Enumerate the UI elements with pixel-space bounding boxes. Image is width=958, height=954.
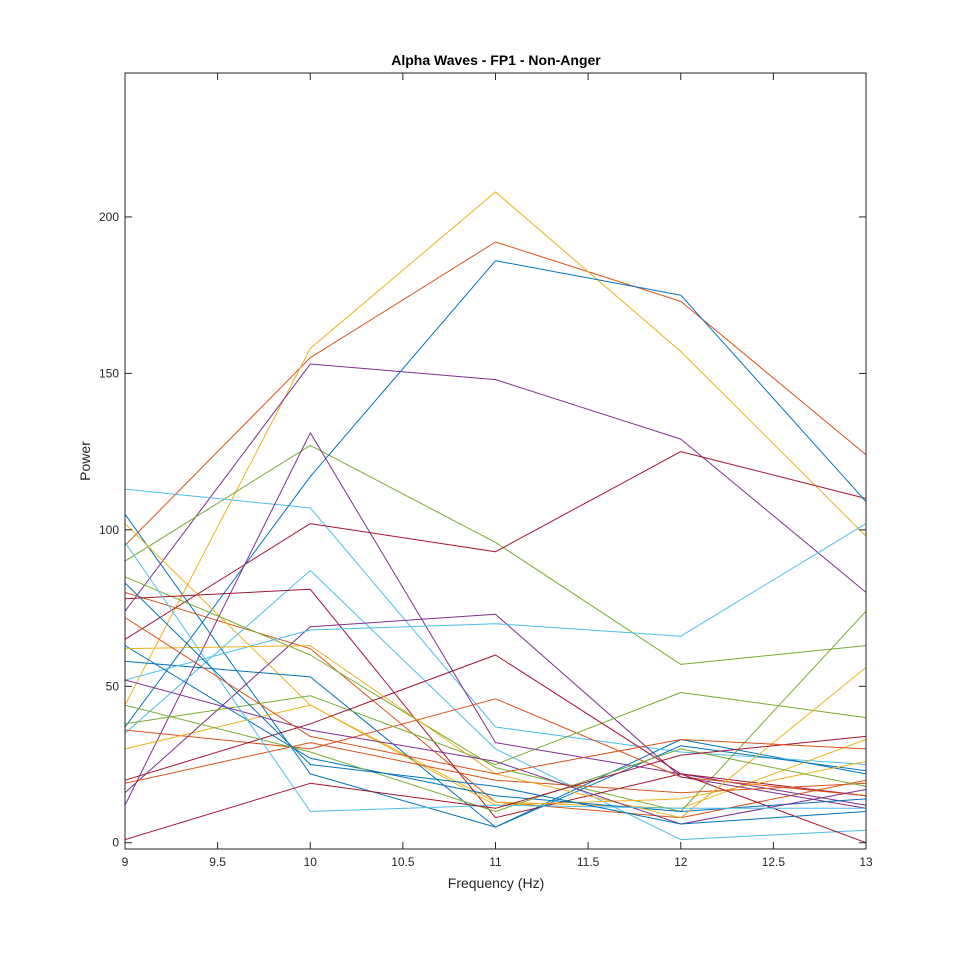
series-line-29 xyxy=(124,582,867,825)
chart-title: Alpha Waves - FP1 - Non-Anger xyxy=(391,52,601,68)
series-line-6 xyxy=(124,488,867,765)
series-line-27 xyxy=(124,542,866,812)
series-line-11 xyxy=(124,432,867,806)
series-line-26 xyxy=(124,704,867,812)
series-line-23 xyxy=(124,742,867,794)
series-line-8 xyxy=(124,260,867,728)
series-line-22 xyxy=(124,645,867,812)
x-tick-label: 10.5 xyxy=(391,855,415,869)
series-line-30 xyxy=(124,617,867,775)
series-line-21 xyxy=(124,654,867,844)
series-line-4 xyxy=(124,363,867,612)
x-tick-label: 10 xyxy=(304,855,318,869)
y-tick-label: 50 xyxy=(106,679,120,693)
series-layer xyxy=(124,191,867,844)
series-line-3 xyxy=(124,191,867,706)
series-line-28 xyxy=(124,735,867,841)
y-tick-label: 150 xyxy=(99,366,119,380)
series-line-2 xyxy=(124,241,867,546)
series-line-14 xyxy=(124,588,867,819)
series-line-15 xyxy=(124,660,867,828)
y-axis-label: Power xyxy=(77,441,93,481)
series-line-13 xyxy=(124,570,867,841)
x-tick-label: 13 xyxy=(859,855,873,869)
x-tick-label: 11.5 xyxy=(577,855,600,869)
y-tick-label: 100 xyxy=(99,523,119,537)
series-line-10 xyxy=(124,523,867,809)
series-line-19 xyxy=(124,692,867,765)
series-line-12 xyxy=(124,576,867,812)
x-tick-label: 11 xyxy=(489,855,502,869)
x-axis-label: Frequency (Hz) xyxy=(448,875,544,891)
y-tick-label: 200 xyxy=(99,210,119,224)
x-tick-label: 12 xyxy=(674,855,688,869)
series-line-25 xyxy=(124,679,867,825)
series-line-18 xyxy=(124,613,867,809)
x-tick-label: 9.5 xyxy=(209,855,226,869)
x-tick-label: 9 xyxy=(122,855,129,869)
series-line-5 xyxy=(124,444,867,665)
series-line-7 xyxy=(124,451,867,640)
y-axis-ticks: 0 50 100 150 200 xyxy=(99,210,866,850)
y-tick-label: 0 xyxy=(112,836,119,850)
x-tick-label: 12.5 xyxy=(762,855,786,869)
